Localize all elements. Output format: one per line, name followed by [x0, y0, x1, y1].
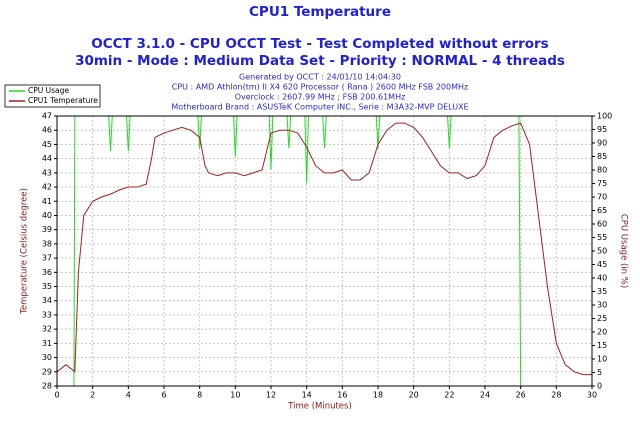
y-tick-label: 32: [42, 325, 52, 334]
y2-tick-label: 100: [597, 112, 612, 121]
series-line: [56, 122, 592, 376]
y-tick-label: 35: [42, 282, 52, 291]
y-tick-label: 43: [42, 168, 52, 177]
x-tick-label: 10: [230, 391, 240, 400]
y-tick-label: 29: [42, 367, 52, 376]
x-tick-label: 22: [444, 391, 454, 400]
info: CPU : AMD Athlon(tm) II X4 620 Processor…: [172, 83, 468, 92]
y2-tick-label: 55: [597, 233, 607, 242]
y2-tick-label: 95: [597, 125, 607, 134]
info: Motherboard Brand : ASUSTeK Computer INC…: [171, 103, 468, 112]
y-tick-label: 39: [42, 225, 52, 234]
y-tick-label: 45: [42, 140, 52, 149]
y-tick-label: 28: [42, 382, 52, 391]
y2-tick-label: 80: [597, 166, 607, 175]
chart-title: CPU1 Temperature: [249, 4, 391, 20]
x-tick-label: 14: [302, 391, 312, 400]
x-tick-label: 12: [266, 391, 276, 400]
y2-tick-label: 5: [597, 368, 602, 377]
x-tick-label: 30: [587, 391, 597, 400]
y2-tick-label: 35: [597, 287, 607, 296]
legend-label: CPU Usage: [28, 86, 69, 95]
y-tick-label: 46: [42, 126, 52, 135]
x-tick-label: 4: [126, 391, 131, 400]
y2-tick-label: 45: [597, 260, 607, 269]
y-tick-label: 37: [42, 254, 52, 263]
y-tick-label: 30: [42, 353, 52, 362]
info: Overclock : 2607.99 MHz ; FSB 200.61MHz: [235, 93, 406, 102]
plot-border: [56, 115, 593, 387]
y2-tick-label: 15: [597, 341, 607, 350]
y2-tick-label: 85: [597, 152, 607, 161]
y2-tick-label: 90: [597, 139, 607, 148]
y-tick-label: 40: [42, 211, 52, 220]
y2-axis-label: CPU Usage (in %): [619, 214, 629, 288]
y2-tick-label: 75: [597, 179, 607, 188]
y-tick-label: 31: [42, 339, 52, 348]
y-axis-label: Temperature (Celsius degree): [20, 188, 30, 315]
y2-tick-label: 0: [597, 382, 602, 391]
y2-tick-label: 40: [597, 274, 607, 283]
legend-box: [4, 84, 101, 108]
y-tick-label: 33: [42, 310, 52, 319]
y2-tick-label: 65: [597, 206, 607, 215]
y2-tick-label: 30: [597, 301, 607, 310]
x-tick-label: 28: [551, 391, 561, 400]
x-tick-label: 2: [90, 391, 95, 400]
y2-tick-label: 20: [597, 328, 607, 337]
subtitle: 30min - Mode : Medium Data Set - Priorit…: [75, 53, 565, 69]
x-tick-label: 8: [197, 391, 202, 400]
x-axis-label: Time (Minutes): [287, 402, 352, 412]
y-tick-label: 47: [42, 112, 52, 121]
info: Generated by OCCT : 24/01/10 14:04:30: [239, 73, 401, 82]
y2-tick-label: 70: [597, 193, 607, 202]
y2-tick-label: 60: [597, 220, 607, 229]
y2-tick-label: 25: [597, 314, 607, 323]
x-tick-label: 24: [480, 391, 490, 400]
y-tick-label: 36: [42, 268, 52, 277]
y-tick-label: 38: [42, 239, 52, 248]
plot-area: [56, 115, 593, 387]
y-tick-label: 42: [42, 183, 52, 192]
x-tick-label: 0: [54, 391, 59, 400]
y-tick-label: 34: [42, 296, 52, 305]
x-tick-label: 18: [373, 391, 383, 400]
y2-tick-label: 50: [597, 247, 607, 256]
x-tick-label: 26: [516, 391, 526, 400]
subtitle: OCCT 3.1.0 - CPU OCCT Test - Test Comple…: [91, 36, 548, 52]
y2-tick-label: 10: [597, 355, 607, 364]
legend-label: CPU1 Temperature: [28, 96, 98, 105]
y-tick-label: 41: [42, 197, 52, 206]
x-tick-label: 6: [161, 391, 166, 400]
x-tick-label: 16: [337, 391, 347, 400]
x-tick-label: 20: [409, 391, 419, 400]
y-tick-label: 44: [42, 154, 52, 163]
